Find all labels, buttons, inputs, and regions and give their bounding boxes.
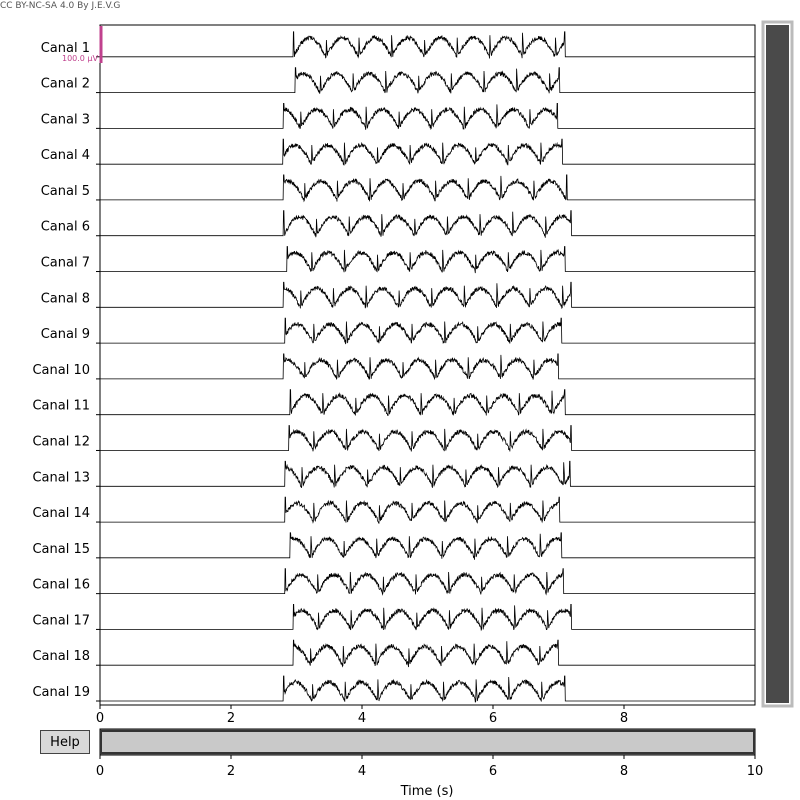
trace-7 <box>100 246 755 274</box>
overview-tick-label-6: 6 <box>489 764 497 779</box>
channel-label-9: Canal 9 <box>41 327 90 342</box>
trace-17 <box>100 604 755 632</box>
channel-label-3: Canal 3 <box>41 112 90 127</box>
trace-11 <box>100 389 755 416</box>
trace-5 <box>100 174 755 203</box>
x-tick-label-4: 4 <box>358 711 366 726</box>
channel-label-8: Canal 8 <box>41 291 90 306</box>
trace-8 <box>100 281 755 309</box>
x-tick-label-6: 6 <box>489 711 497 726</box>
trace-6 <box>100 210 755 238</box>
main-x-ticks-group: 0 2 4 6 8 <box>96 705 628 726</box>
x-tick-label-0: 0 <box>96 711 104 726</box>
time-overview-thumb[interactable] <box>100 730 755 754</box>
trace-19 <box>100 675 755 703</box>
channel-label-13: Canal 13 <box>32 470 90 485</box>
channel-label-10: Canal 10 <box>32 363 90 378</box>
channel-label-11: Canal 11 <box>32 399 90 414</box>
channel-label-7: Canal 7 <box>41 256 90 271</box>
trace-3 <box>100 103 755 130</box>
channel-label-5: Canal 5 <box>41 184 90 199</box>
credit-text: CC BY-NC-SA 4.0 By J.E.V.G <box>0 1 121 11</box>
trace-2 <box>100 67 755 94</box>
overview-tick-label-2: 2 <box>227 764 235 779</box>
x-tick-label-2: 2 <box>227 711 235 726</box>
x-axis-label: Time (s) <box>400 784 454 799</box>
trace-13 <box>100 460 755 489</box>
trace-12 <box>100 425 755 452</box>
overview-tick-label-0: 0 <box>96 764 104 779</box>
trace-16 <box>100 568 755 596</box>
trace-18 <box>100 639 755 668</box>
x-tick-label-8: 8 <box>620 711 628 726</box>
channel-label-1: Canal 1 <box>41 41 90 56</box>
channel-label-19: Canal 19 <box>32 685 90 700</box>
channel-label-16: Canal 16 <box>32 578 90 593</box>
help-button[interactable]: Help <box>40 730 90 754</box>
traces-group <box>100 31 755 703</box>
channel-label-15: Canal 15 <box>32 542 90 557</box>
channel-label-18: Canal 18 <box>32 649 90 664</box>
channel-label-2: Canal 2 <box>41 77 90 92</box>
overview-tick-label-8: 8 <box>620 764 628 779</box>
overview-tick-label-4: 4 <box>358 764 366 779</box>
trace-4 <box>100 138 755 166</box>
trace-14 <box>100 496 755 524</box>
trace-9 <box>100 317 755 345</box>
channel-label-6: Canal 6 <box>41 220 90 235</box>
channel-label-17: Canal 17 <box>32 613 90 628</box>
overview-x-ticks-group: 0 2 4 6 8 10 <box>96 755 763 779</box>
trace-1 <box>100 31 755 59</box>
trace-15 <box>100 532 755 560</box>
channel-label-4: Canal 4 <box>41 148 90 163</box>
scale-bar-label: 100.0 µV <box>62 54 99 63</box>
channel-scrollbar-thumb[interactable] <box>766 25 789 703</box>
channel-labels-group: Canal 1 Canal 2 Canal 3 Canal 4 Canal 5 Canal… <box>32 41 100 702</box>
trace-10 <box>100 353 755 381</box>
channel-label-14: Canal 14 <box>32 506 90 521</box>
channel-label-12: Canal 12 <box>32 434 90 449</box>
overview-tick-label-10: 10 <box>747 764 764 779</box>
